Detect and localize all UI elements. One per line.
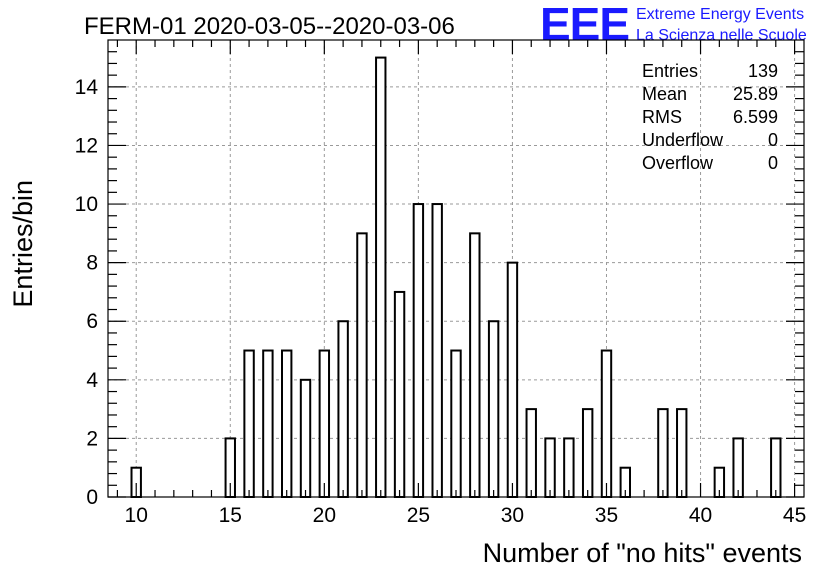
y-tick-label: 8 — [86, 252, 98, 275]
y-tick-label: 0 — [86, 486, 98, 509]
chart-title: FERM-01 2020-03-05--2020-03-06 — [84, 13, 455, 40]
histogram-bars — [130, 56, 782, 499]
y-axis-label: Entries/bin — [8, 180, 38, 308]
histogram-bar — [412, 203, 425, 499]
x-tick-label: 30 — [501, 504, 524, 527]
histogram-bar — [243, 349, 255, 498]
y-axis-ticks: 0 2 4 6 8 10 12 14 — [75, 51, 804, 509]
histogram-bar — [581, 408, 594, 498]
y-tick-label: 4 — [86, 369, 98, 392]
histogram-bar — [337, 320, 349, 498]
x-tick-label: 40 — [689, 504, 712, 527]
x-tick-label: 35 — [595, 504, 618, 527]
logo-line-1: Extreme Energy Events — [636, 6, 804, 23]
histogram-bar — [393, 290, 406, 498]
x-axis-label: Number of "no hits" events — [483, 538, 802, 568]
eee-logo: EEE Extreme Energy Events La Scienza nel… — [540, 0, 807, 50]
stats-value: 0 — [768, 153, 778, 173]
stats-value: 6.599 — [733, 107, 778, 127]
stats-label: Underflow — [642, 130, 724, 150]
histogram-bar — [450, 349, 462, 498]
histogram-bar — [525, 408, 537, 498]
histogram-bar — [262, 349, 274, 498]
stats-label: RMS — [642, 107, 682, 127]
x-tick-label: 10 — [125, 504, 148, 527]
histogram-bar — [770, 437, 782, 498]
histogram-bar — [281, 349, 293, 498]
x-axis-ticks: 10 15 20 25 30 35 40 45 — [116, 40, 806, 527]
y-tick-label: 14 — [75, 76, 99, 99]
histogram-bar — [487, 320, 500, 498]
y-tick-label: 2 — [86, 427, 98, 450]
stats-value: 0 — [768, 130, 778, 150]
stats-value: 25.89 — [733, 84, 778, 104]
histogram-bar — [299, 378, 312, 499]
histogram-bar — [732, 437, 744, 498]
histogram-bar — [318, 349, 331, 498]
x-tick-label: 45 — [783, 504, 806, 527]
histogram-bar — [375, 56, 387, 498]
histogram-bar — [600, 349, 613, 498]
logo-line-2: La Scienza nelle Scuole — [636, 27, 807, 44]
x-tick-label: 25 — [407, 504, 430, 527]
histogram-bar — [431, 203, 443, 499]
stats-label: Overflow — [642, 153, 714, 173]
histogram-bar — [356, 232, 368, 498]
histogram-bar — [563, 437, 575, 498]
stats-label: Entries — [642, 61, 698, 81]
histogram-bar — [469, 232, 481, 498]
y-tick-label: 10 — [75, 193, 98, 216]
logo-mark: EEE — [540, 0, 629, 50]
x-tick-label: 15 — [219, 504, 242, 527]
stats-value: 139 — [748, 61, 778, 81]
y-tick-label: 12 — [75, 134, 98, 157]
x-tick-label: 20 — [313, 504, 336, 527]
histogram-bar — [657, 408, 669, 498]
stats-box: Entries 139 Mean 25.89 RMS 6.599 Underflow 0 Ove… — [642, 61, 778, 173]
histogram-bar — [544, 437, 556, 498]
histogram-bar — [506, 261, 519, 498]
histogram-bar — [676, 408, 688, 498]
y-tick-label: 6 — [86, 310, 98, 333]
stats-label: Mean — [642, 84, 687, 104]
